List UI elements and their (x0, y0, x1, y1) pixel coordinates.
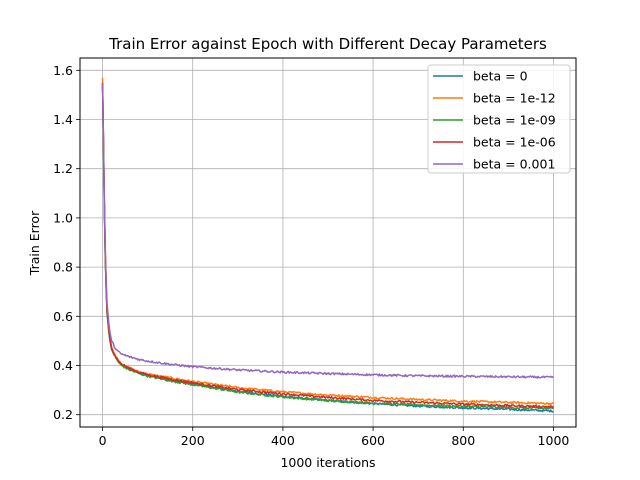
x-axis-label: 1000 iterations (280, 455, 375, 470)
y-tick-label: 1.6 (53, 63, 73, 78)
y-tick-label: 1.0 (53, 210, 73, 225)
x-tick-label: 1000 (538, 433, 570, 448)
y-tick-label: 0.2 (53, 407, 73, 422)
y-tick-label: 0.8 (53, 260, 73, 275)
series-lines (101, 77, 555, 413)
series-line-1 (101, 77, 554, 406)
legend-label-4: beta = 0.001 (473, 157, 555, 172)
x-tick-label: 200 (181, 433, 205, 448)
y-axis-label: Train Error (27, 210, 42, 276)
x-tick-label: 600 (361, 433, 385, 448)
y-tick-label: 1.2 (53, 161, 73, 176)
ticks: 0 200 400 600 800 1000 0.2 0.4 0.6 0.8 1.0 1.2 1.4 1.… (53, 63, 569, 448)
series-line-4 (101, 82, 554, 379)
series-line-2 (101, 85, 554, 410)
legend-label-2: beta = 1e-09 (473, 113, 556, 128)
legend-label-0: beta = 0 (473, 69, 528, 84)
grid (80, 58, 576, 427)
chart-title: Train Error against Epoch with Different… (108, 35, 547, 53)
x-tick-label: 400 (271, 433, 295, 448)
x-tick-label: 0 (99, 433, 107, 448)
legend: beta = 0 beta = 1e-12 beta = 1e-09 beta = 1… (427, 64, 571, 174)
legend-box (427, 64, 571, 174)
y-tick-label: 0.4 (53, 358, 73, 373)
y-tick-label: 1.4 (53, 112, 73, 127)
y-tick-label: 0.6 (53, 309, 73, 324)
plot-frame (79, 57, 577, 428)
x-tick-label: 800 (451, 433, 475, 448)
legend-label-3: beta = 1e-06 (473, 135, 556, 150)
series-line-3 (101, 82, 555, 409)
legend-label-1: beta = 1e-12 (473, 91, 556, 106)
